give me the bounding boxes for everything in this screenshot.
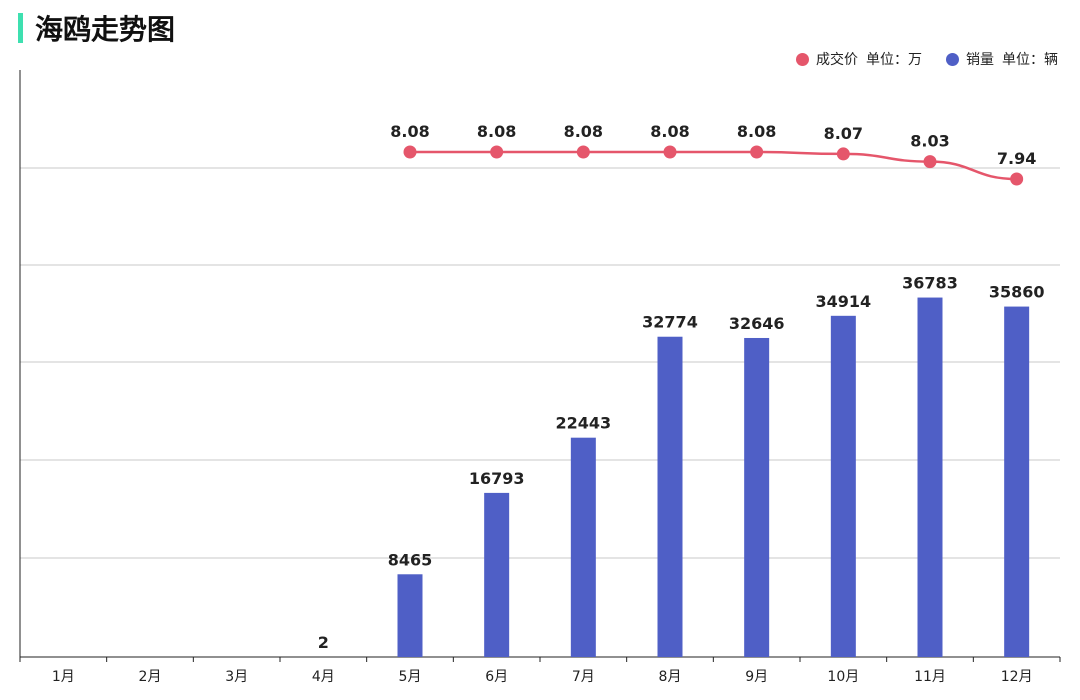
- legend-sales-name: 销量: [966, 52, 994, 68]
- legend-price-name: 成交价: [816, 52, 858, 68]
- price-point[interactable]: [750, 145, 764, 159]
- price-point[interactable]: [663, 145, 677, 159]
- sales-value-label: 2: [318, 633, 329, 652]
- x-tick-label: 2月: [139, 669, 162, 685]
- price-point[interactable]: [576, 145, 590, 159]
- x-tick-label: 7月: [572, 669, 595, 685]
- price-point[interactable]: [403, 145, 417, 159]
- price-point[interactable]: [1010, 172, 1024, 186]
- legend-price-unit: 单位：万: [866, 52, 922, 68]
- x-tick-label: 11月: [914, 669, 946, 685]
- sales-value-label: 35860: [989, 283, 1045, 302]
- price-point[interactable]: [490, 145, 504, 159]
- x-tick-label: 4月: [312, 669, 335, 685]
- price-point[interactable]: [923, 155, 937, 169]
- sales-value-label: 36783: [902, 274, 958, 293]
- x-tick-label: 5月: [399, 669, 422, 685]
- price-value-label: 8.08: [650, 122, 689, 141]
- sales-bar[interactable]: [917, 297, 943, 657]
- x-tick-label: 12月: [1001, 669, 1033, 685]
- sales-bar[interactable]: [830, 315, 856, 657]
- legend-item-sales[interactable]: 销量 单位：辆: [946, 49, 1058, 69]
- price-value-label: 8.08: [390, 122, 429, 141]
- legend-sales-dot-icon: [946, 52, 959, 66]
- price-value-label: 7.94: [997, 149, 1036, 168]
- legend-price-dot-icon: [796, 52, 809, 66]
- x-tick-label: 9月: [745, 669, 768, 685]
- sales-value-label: 32646: [729, 314, 785, 333]
- legend-item-price[interactable]: 成交价 单位：万: [796, 49, 922, 69]
- legend-sales-unit: 单位：辆: [1002, 52, 1058, 68]
- sales-value-label: 16793: [469, 469, 525, 488]
- chart-title: 海鸥走势图: [35, 13, 176, 46]
- legend: 成交价 单位：万 销量 单位：辆: [772, 49, 1058, 69]
- sales-value-label: 32774: [642, 313, 698, 332]
- price-value-label: 8.08: [564, 122, 603, 141]
- x-tick-label: 6月: [485, 669, 508, 685]
- sales-bar[interactable]: [397, 574, 423, 657]
- sales-bar[interactable]: [570, 437, 596, 657]
- price-value-label: 8.08: [477, 122, 516, 141]
- x-tick-label: 1月: [52, 669, 75, 685]
- sales-bar[interactable]: [1004, 306, 1030, 657]
- title-block: 海鸥走势图: [18, 10, 175, 46]
- sales-bar[interactable]: [744, 337, 770, 657]
- sales-value-label: 34914: [815, 292, 871, 311]
- price-value-label: 8.08: [737, 122, 776, 141]
- x-tick-label: 8月: [659, 669, 682, 685]
- price-point[interactable]: [836, 147, 850, 161]
- x-tick-label: 10月: [827, 669, 859, 685]
- x-tick-label: 3月: [225, 669, 248, 685]
- sales-bar[interactable]: [657, 336, 683, 657]
- sales-bar[interactable]: [484, 492, 510, 657]
- price-value-label: 8.03: [910, 132, 949, 151]
- price-value-label: 8.07: [824, 124, 863, 143]
- sales-value-label: 8465: [388, 550, 433, 569]
- title-accent-bar: [18, 13, 23, 43]
- sales-value-label: 22443: [555, 414, 611, 433]
